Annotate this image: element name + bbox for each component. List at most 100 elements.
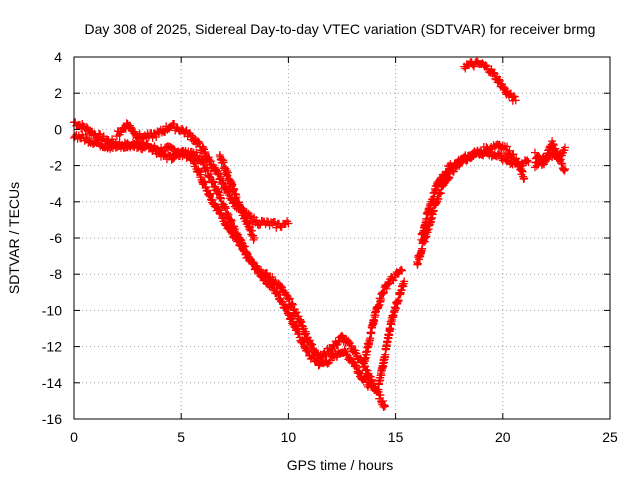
data-point xyxy=(116,128,125,137)
data-point xyxy=(254,221,263,230)
data-point xyxy=(252,216,261,225)
data-point xyxy=(99,132,108,141)
x-axis-label: GPS time / hours xyxy=(287,457,394,473)
data-point xyxy=(398,266,406,275)
data-point xyxy=(531,148,539,157)
data-point xyxy=(561,165,569,174)
data-point xyxy=(284,219,293,228)
data-point xyxy=(148,133,157,142)
data-point xyxy=(186,131,195,140)
y-tick-label: 2 xyxy=(54,85,62,101)
data-point xyxy=(168,154,177,163)
y-axis-label: SDTVAR / TECUs xyxy=(6,182,22,294)
y-tick-label: -10 xyxy=(42,302,62,318)
x-tick-label: 0 xyxy=(70,429,78,445)
data-point xyxy=(170,120,179,128)
x-tick-label: 10 xyxy=(281,429,297,445)
data-point xyxy=(308,340,317,349)
chart-title: Day 308 of 2025, Sidereal Day-to-day VTE… xyxy=(85,21,596,37)
data-point xyxy=(523,156,532,165)
data-point xyxy=(206,170,215,178)
data-point xyxy=(205,155,214,164)
data-point xyxy=(152,133,161,141)
data-point xyxy=(328,345,337,354)
data-point xyxy=(385,279,394,288)
y-tick-label: -6 xyxy=(50,230,63,246)
data-point xyxy=(263,269,271,278)
data-point xyxy=(503,142,512,151)
data-point xyxy=(278,283,286,292)
data-point xyxy=(560,166,569,175)
data-point xyxy=(561,143,569,152)
data-point xyxy=(131,128,139,136)
data-point xyxy=(380,402,389,411)
data-point xyxy=(467,153,476,162)
data-point xyxy=(250,234,259,242)
x-tick-label: 25 xyxy=(602,429,618,445)
data-point xyxy=(303,346,312,355)
data-point xyxy=(276,281,285,290)
data-point xyxy=(400,277,409,286)
data-point xyxy=(225,188,234,196)
grid xyxy=(74,57,610,419)
data-point xyxy=(332,341,341,350)
data-point xyxy=(520,174,529,183)
axis-ticks: 0 5 10 15 20 25 -16 -14 -12 -10 -8 -6 -4 -2 0 2 4 xyxy=(42,49,618,445)
y-tick-label: -14 xyxy=(42,375,62,391)
data-point xyxy=(329,342,338,351)
data-point xyxy=(495,75,504,84)
data-point xyxy=(510,92,519,101)
data-point xyxy=(340,345,349,354)
data-point xyxy=(216,172,225,181)
data-point xyxy=(96,130,105,139)
data-point xyxy=(443,167,452,176)
data-point xyxy=(227,216,236,225)
data-point xyxy=(347,341,356,350)
data-point xyxy=(458,158,467,167)
data-point xyxy=(509,150,518,159)
data-point xyxy=(477,147,486,156)
data-point xyxy=(380,401,389,410)
data-point xyxy=(214,205,223,214)
data-point xyxy=(306,339,315,348)
data-point xyxy=(448,164,457,173)
data-point xyxy=(397,265,405,274)
data-point xyxy=(558,159,567,168)
data-point xyxy=(355,368,364,377)
data-point xyxy=(108,135,117,144)
data-point xyxy=(466,154,475,163)
data-point xyxy=(394,296,403,305)
data-point xyxy=(481,61,490,70)
data-series xyxy=(70,57,569,411)
x-tick-label: 5 xyxy=(177,429,185,445)
data-point xyxy=(308,344,317,353)
data-point xyxy=(470,62,478,71)
data-point xyxy=(524,158,533,166)
data-point xyxy=(312,348,321,357)
data-point xyxy=(252,261,261,270)
y-tick-label: -2 xyxy=(50,158,63,174)
data-point xyxy=(199,144,208,153)
y-tick-label: -8 xyxy=(50,266,63,282)
data-point xyxy=(285,294,294,303)
data-point xyxy=(240,242,249,251)
data-point xyxy=(126,121,135,130)
data-point xyxy=(95,136,103,145)
data-point xyxy=(214,170,223,179)
data-point xyxy=(335,336,344,345)
x-tick-label: 20 xyxy=(495,429,511,445)
data-point xyxy=(324,349,333,358)
y-tick-label: -16 xyxy=(42,411,62,427)
data-point xyxy=(511,96,520,105)
data-point xyxy=(263,217,271,226)
y-tick-label: -4 xyxy=(50,194,63,210)
x-tick-label: 15 xyxy=(388,429,404,445)
data-point xyxy=(495,149,504,158)
y-tick-label: 0 xyxy=(54,121,62,137)
data-point xyxy=(482,62,491,71)
y-tick-label: 4 xyxy=(54,49,62,65)
data-point xyxy=(194,137,203,146)
data-point xyxy=(272,223,281,232)
data-point xyxy=(532,161,541,170)
